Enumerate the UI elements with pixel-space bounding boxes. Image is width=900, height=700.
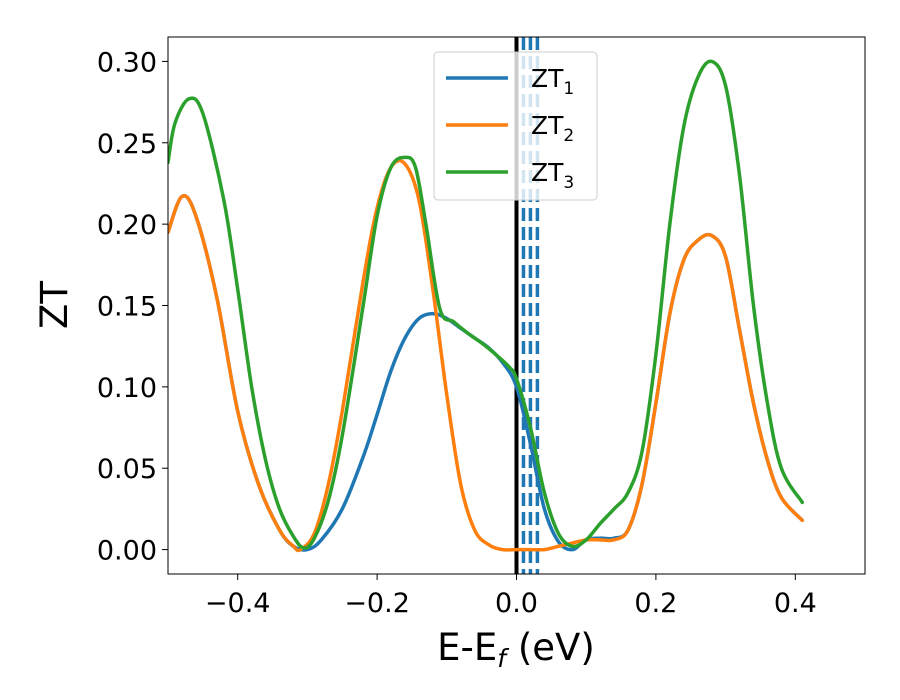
y-tick-label: 0.15 (97, 292, 157, 323)
y-axis-ticks: 0.00 0.05 0.10 0.15 0.20 0.25 0.30 (97, 47, 168, 567)
x-tick-label: −0.4 (205, 588, 271, 619)
y-tick-label: 0.25 (97, 129, 157, 160)
y-tick-label: 0.00 (97, 536, 157, 567)
y-tick-label: 0.20 (97, 210, 157, 241)
legend: ZT1 ZT2 ZT3 (433, 51, 598, 201)
series-line-zt2 (168, 158, 805, 553)
y-tick-label: 0.05 (97, 454, 157, 485)
x-tick-label: 0.0 (495, 588, 538, 619)
x-axis-ticks: −0.4 −0.2 0.0 0.2 0.4 (205, 574, 817, 619)
series-lines (168, 59, 805, 553)
series-line-zt3 (168, 59, 805, 550)
legend-label-zt2: ZT2 (531, 111, 574, 146)
x-axis-title-main: E-E (437, 626, 497, 669)
x-axis-title: E-Ef (eV) (437, 626, 595, 673)
legend-label-zt3: ZT3 (531, 158, 574, 193)
y-axis-title: ZT (33, 281, 76, 329)
y-tick-label: 0.10 (97, 373, 157, 404)
x-tick-label: 0.2 (634, 588, 677, 619)
legend-label-zt1: ZT1 (531, 64, 574, 99)
x-tick-label: 0.4 (774, 588, 817, 619)
x-tick-label: −0.2 (344, 588, 410, 619)
legend-box (433, 51, 598, 201)
x-axis-title-unit: (eV) (506, 626, 595, 669)
y-tick-label: 0.30 (97, 47, 157, 78)
